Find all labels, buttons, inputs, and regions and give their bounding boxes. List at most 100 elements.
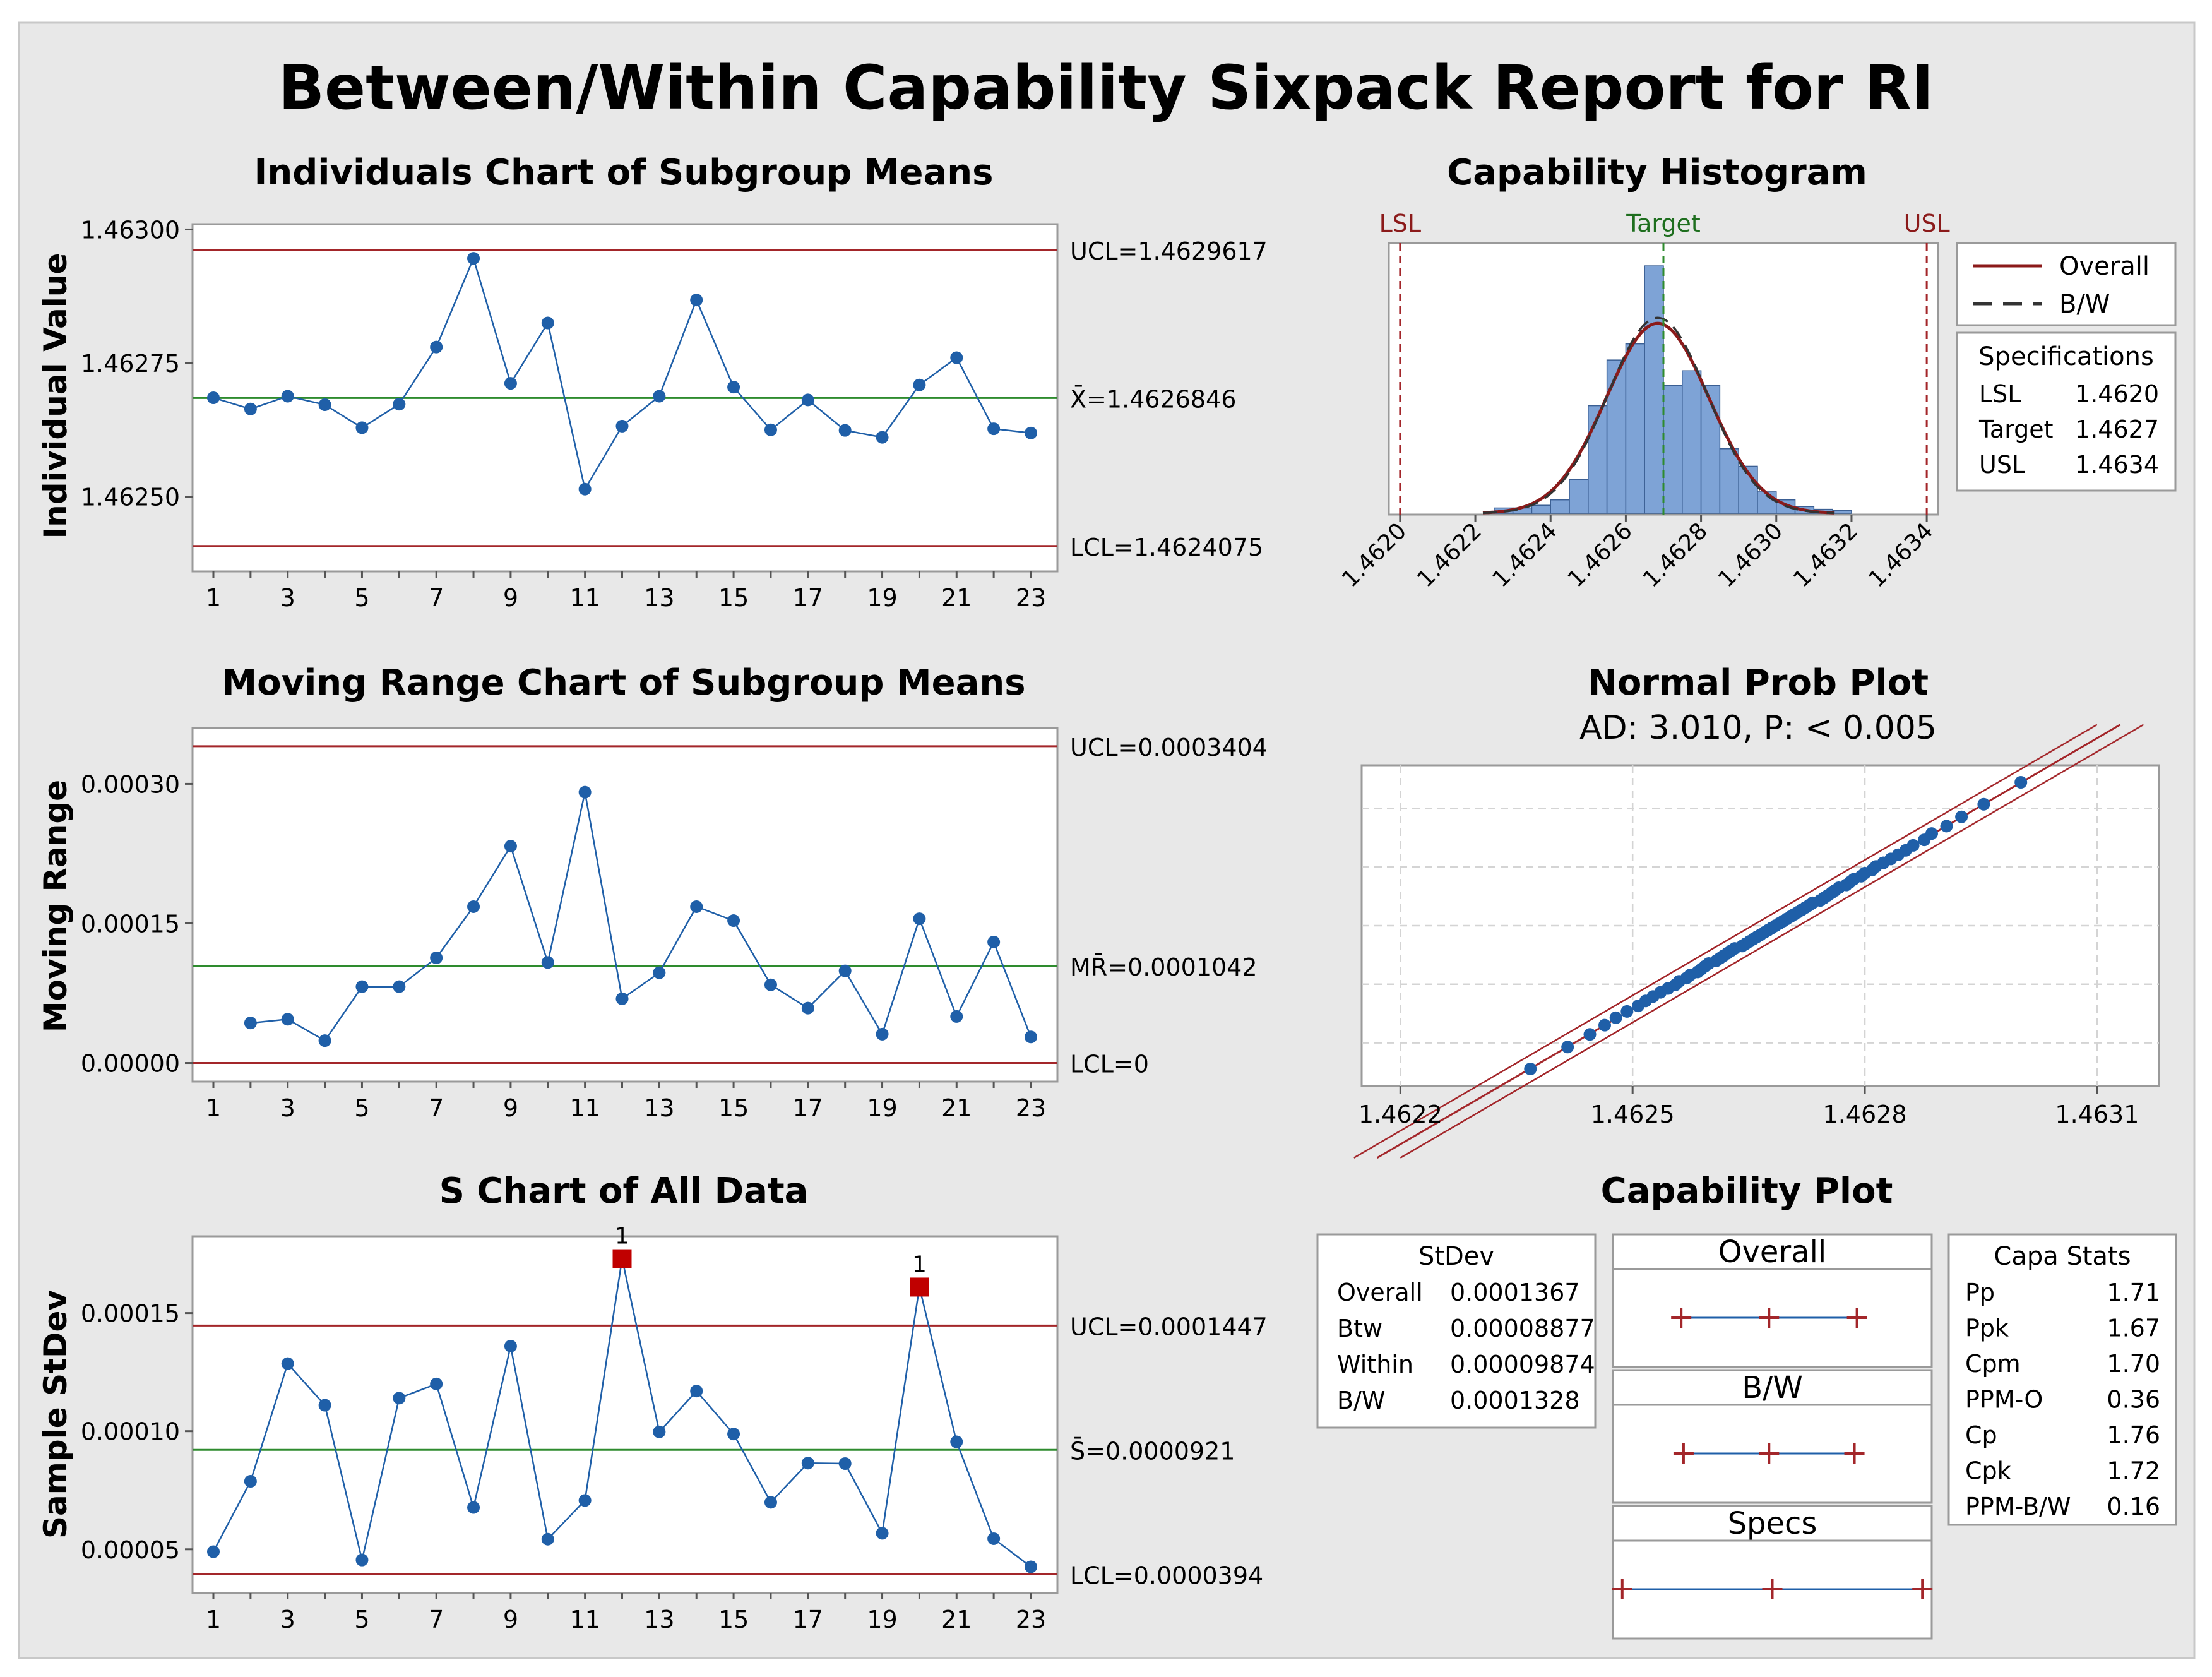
capa-stat-label: PPM-O	[1965, 1386, 2043, 1414]
moving-range-point	[578, 785, 592, 799]
individuals-point	[876, 431, 889, 444]
interval-header-0	[1612, 1233, 1933, 1270]
histogram-bar	[1531, 504, 1551, 514]
moving-range-x-tick-label: 19	[867, 1094, 897, 1122]
moving-range-point	[1025, 1030, 1037, 1044]
individuals-x-tick-label: 7	[429, 584, 444, 612]
s-chart-point	[1025, 1560, 1037, 1573]
individuals-point	[653, 390, 666, 403]
normal-plot-point	[1561, 1041, 1574, 1054]
capa-stat-label: Ppk	[1965, 1315, 2009, 1342]
capa-stat-label: PPM-B/W	[1965, 1493, 2071, 1520]
normal-plot-point	[1598, 1018, 1611, 1032]
capa-stat-value: 1.76	[2107, 1421, 2160, 1449]
s-chart-x-tick-label: 5	[354, 1606, 369, 1633]
moving-range-x-tick-label: 23	[1016, 1094, 1046, 1122]
individuals-x-tick-label: 19	[867, 584, 897, 612]
s-chart-point	[430, 1377, 443, 1390]
stdev-row-label: Within	[1337, 1351, 1413, 1378]
capability-plot: Capability Plot StDev Overall 0.0001367 Bt…	[1316, 1171, 2177, 1640]
s-chart-limit-label-0: UCL=0.0001447	[1070, 1313, 1268, 1340]
moving-range-point	[727, 914, 740, 928]
individuals-y-tick-label: 1.46300	[81, 216, 180, 244]
interval-marker-0-2	[1846, 1308, 1867, 1328]
individuals-point	[950, 351, 963, 364]
moving-range-x-tick-label: 15	[718, 1094, 749, 1122]
s-chart-point	[727, 1428, 740, 1441]
moving-range-chart: Moving Range Chart of Subgroup Means Mov…	[37, 662, 1268, 1122]
normal-plot-title: Normal Prob Plot	[1588, 662, 1929, 703]
moving-range-plot-area	[191, 727, 1059, 1083]
s-chart-x-tick-label: 9	[503, 1606, 518, 1633]
s-chart-point	[987, 1532, 1001, 1545]
stdev-border	[1316, 1233, 1597, 1429]
normal-plot-point	[1609, 1011, 1622, 1024]
individuals-point	[838, 424, 852, 437]
moving-range-limit-label-0: UCL=0.0003404	[1070, 734, 1268, 761]
individuals-point	[355, 421, 369, 434]
moving-range-y-tick-label: 0.00030	[81, 770, 180, 798]
individuals-point	[467, 252, 480, 265]
stdev-row-value: 0.0001328	[1450, 1387, 1580, 1414]
spec-label-lsl: LSL	[1379, 210, 1421, 237]
specifications-title: Specifications	[1978, 342, 2154, 371]
s-chart-flagged-point	[910, 1277, 929, 1297]
interval-marker-2-0	[1612, 1579, 1632, 1599]
individuals-point	[727, 381, 740, 394]
moving-range-point	[281, 1013, 294, 1026]
individuals-point	[244, 402, 257, 415]
stdev-row-value: 0.0001367	[1450, 1279, 1580, 1306]
s-chart-point	[207, 1545, 220, 1558]
moving-range-point	[504, 840, 517, 853]
capa-stat-label: Cp	[1965, 1421, 1997, 1449]
histogram-bar	[1719, 448, 1739, 514]
s-chart-point	[504, 1339, 517, 1352]
legend-bw-label: B/W	[2059, 290, 2110, 319]
normal-prob-plot: Normal Prob Plot AD: 3.010, P: < 0.005 1…	[1353, 662, 2160, 1159]
s-chart-x-tick-label: 19	[867, 1606, 897, 1633]
normal-plot-point	[1977, 797, 1990, 811]
s-chart-point	[355, 1553, 369, 1567]
individuals-point	[281, 390, 294, 403]
interval-label-1: B/W	[1742, 1370, 1803, 1405]
normal-confidence-band	[1400, 724, 2144, 1159]
histogram-bar	[1644, 265, 1664, 514]
histogram-legend: Overall B/W	[1956, 242, 2177, 326]
individuals-x-tick-label: 15	[718, 584, 749, 612]
individuals-point	[987, 422, 1001, 436]
s-chart-limit-label-1: S̄=0.0000921	[1070, 1437, 1235, 1465]
histogram-curve-bw	[1482, 316, 1835, 515]
interval-marker-1-1	[1759, 1443, 1780, 1464]
histogram-bar	[1569, 479, 1589, 514]
capability-histogram: Capability Histogram LSL Target USL 1.4620 1…	[1337, 152, 2177, 592]
moving-range-x-tick-label: 5	[354, 1094, 369, 1122]
s-chart-y-tick-label: 0.00005	[81, 1536, 180, 1564]
moving-range-chart-title: Moving Range Chart of Subgroup Means	[222, 662, 1025, 703]
histogram-bar	[1588, 405, 1608, 514]
stdev-row-label: Overall	[1337, 1279, 1423, 1306]
s-chart-point	[244, 1475, 257, 1488]
individuals-limit-label-2: LCL=1.4624075	[1070, 534, 1263, 561]
moving-range-x-tick-label: 13	[644, 1094, 674, 1122]
normal-plot-point	[1925, 827, 1938, 840]
spec-label-usl: USL	[1904, 210, 1950, 237]
normal-plot-point	[1524, 1063, 1537, 1075]
s-chart-x-tick-label: 17	[793, 1606, 823, 1633]
moving-range-point	[950, 1010, 963, 1023]
moving-range-y-label: Moving Range	[37, 780, 74, 1032]
moving-range-point	[393, 980, 406, 993]
individuals-y-tick-label: 1.46275	[81, 350, 180, 378]
legend-box	[1956, 242, 2177, 326]
specifications-border	[1956, 331, 2177, 492]
moving-range-x-tick-label: 11	[569, 1094, 600, 1122]
interval-marker-1-2	[1844, 1443, 1865, 1464]
moving-range-point	[244, 1017, 257, 1030]
s-chart-point	[541, 1532, 554, 1546]
moving-range-point	[838, 964, 852, 977]
s-chart-point	[393, 1392, 406, 1405]
individuals-x-tick-label: 21	[941, 584, 972, 612]
histogram-bar	[1550, 499, 1570, 514]
specifications-box: Specifications LSL 1.4620 Target 1.4627 USL 1…	[1956, 331, 2177, 492]
individuals-x-tick-label: 17	[793, 584, 823, 612]
interval-marker-0-0	[1671, 1308, 1692, 1328]
